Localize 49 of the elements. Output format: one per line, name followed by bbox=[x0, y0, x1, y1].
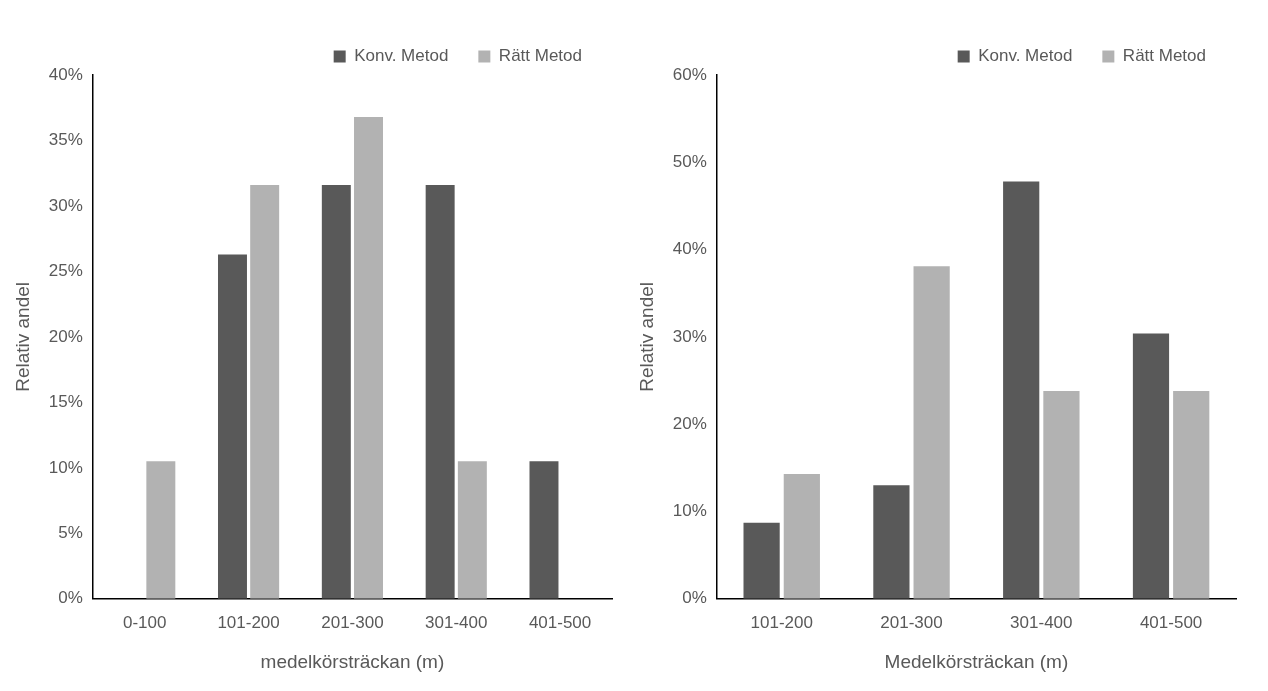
legend-label: Konv. Metod bbox=[354, 46, 449, 66]
x-tick-label: 201-300 bbox=[880, 612, 943, 632]
bar bbox=[146, 461, 176, 599]
bar bbox=[354, 116, 383, 599]
y-tick-label: 35% bbox=[48, 130, 83, 150]
x-tick-label: 401-500 bbox=[1139, 612, 1203, 632]
y-tick-label: 10% bbox=[672, 501, 707, 521]
bar bbox=[1003, 181, 1040, 599]
bar bbox=[783, 473, 820, 599]
y-tick-label: 40% bbox=[48, 64, 83, 84]
y-axis-title: Relativ andel bbox=[635, 281, 657, 392]
bar bbox=[743, 522, 780, 599]
y-tick-label: 60% bbox=[672, 64, 707, 84]
x-tick-label: 101-200 bbox=[750, 612, 813, 632]
bar bbox=[913, 266, 950, 599]
y-tick-label: 20% bbox=[672, 413, 707, 433]
bar bbox=[457, 461, 487, 599]
y-tick-label: 30% bbox=[48, 195, 83, 215]
bar bbox=[873, 485, 910, 599]
y-tick-label: 0% bbox=[682, 588, 707, 608]
x-axis-title: medelkörsträckan (m) bbox=[260, 650, 445, 672]
x-tick-label: 201-300 bbox=[321, 612, 384, 632]
bar bbox=[1173, 391, 1210, 599]
y-tick-label: 50% bbox=[672, 151, 707, 171]
bar bbox=[250, 185, 280, 599]
y-tick-label: 15% bbox=[48, 392, 83, 412]
y-tick-label: 0% bbox=[58, 588, 83, 608]
y-tick-label: 5% bbox=[58, 523, 83, 543]
bar bbox=[1132, 333, 1170, 599]
bar bbox=[1043, 391, 1080, 599]
y-axis-title: Relativ andel bbox=[11, 281, 33, 392]
bar bbox=[218, 254, 247, 599]
y-tick-label: 30% bbox=[672, 326, 707, 346]
legend-label: Konv. Metod bbox=[978, 46, 1073, 66]
y-tick-label: 25% bbox=[48, 261, 83, 281]
bar bbox=[321, 185, 351, 599]
x-tick-label: 101-200 bbox=[217, 612, 280, 632]
y-tick-label: 10% bbox=[48, 457, 83, 477]
x-tick-label: 301-400 bbox=[1010, 612, 1073, 632]
legend-label: Rätt Metod bbox=[498, 46, 583, 66]
y-tick-label: 40% bbox=[672, 239, 707, 259]
y-tick-label: 20% bbox=[48, 326, 83, 346]
x-tick-label: 301-400 bbox=[425, 612, 488, 632]
x-tick-label: 0-100 bbox=[123, 612, 167, 632]
x-tick-label: 401-500 bbox=[528, 612, 592, 632]
legend-label: Rätt Metod bbox=[1122, 46, 1207, 66]
bar bbox=[529, 461, 559, 599]
x-axis-title: Medelkörsträckan (m) bbox=[884, 650, 1069, 672]
bar bbox=[425, 185, 455, 599]
